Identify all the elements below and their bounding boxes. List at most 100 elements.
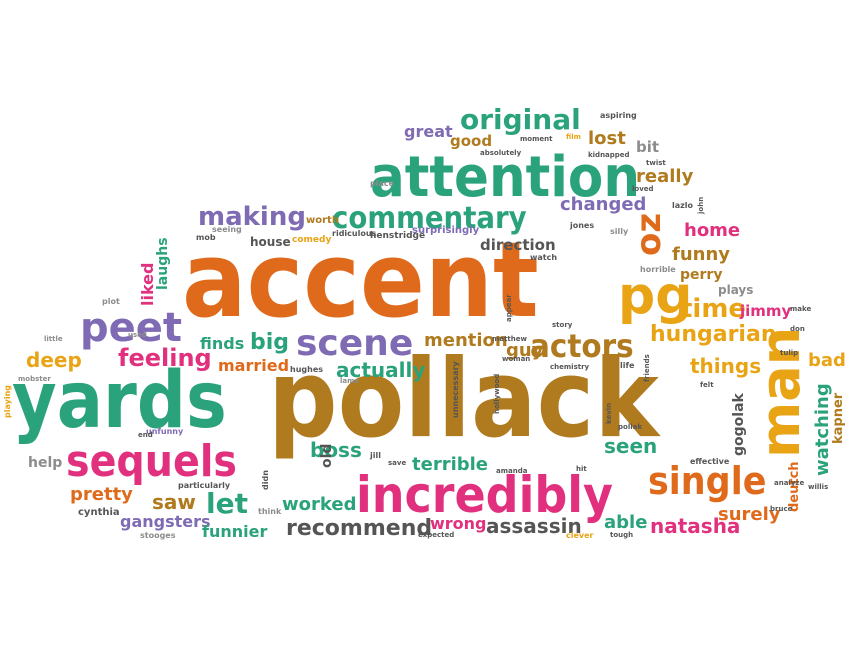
word-laughs: laughs <box>155 237 171 290</box>
word-pollack: pollack <box>268 337 659 462</box>
word-save: save <box>388 459 407 467</box>
word-woman: woman <box>502 355 531 363</box>
word-actors: actors <box>530 327 634 365</box>
word-seeing: seeing <box>212 225 242 234</box>
word-bit: bit <box>636 138 660 156</box>
word-john: john <box>697 196 705 214</box>
word-laszlo: lazlo <box>672 201 694 210</box>
word-peet: peet <box>80 305 183 351</box>
word-particularly: particularly <box>178 481 231 490</box>
word-don: don <box>790 325 805 333</box>
word-unfunny: unfunny <box>146 427 184 436</box>
word-pretty: pretty <box>70 484 133 505</box>
word-silly: silly <box>610 227 629 236</box>
word-chemistry: chemistry <box>550 363 590 371</box>
word-jill: jill <box>370 451 381 460</box>
word-comedy: comedy <box>292 235 332 245</box>
word-lost: lost <box>588 128 626 149</box>
word-direction: direction <box>480 236 556 254</box>
word-willis: willis <box>808 483 829 491</box>
word-perry: perry <box>680 267 723 283</box>
word-good: good <box>450 132 493 150</box>
word-tulip: tulip <box>780 349 799 357</box>
word-used: used <box>128 331 147 339</box>
word-pg: pg <box>618 266 693 326</box>
word-yards: yards <box>12 356 227 446</box>
word-able: able <box>604 512 648 533</box>
word-little: little <box>44 335 63 343</box>
word-liked: liked <box>138 262 157 306</box>
word-surprisingly: surprisingly <box>412 225 480 236</box>
word-bad: bad <box>808 350 846 371</box>
word-think: think <box>258 507 282 516</box>
word-cynthia: cynthia <box>78 507 120 518</box>
word-henstridge: henstridge <box>370 231 426 241</box>
word-effective: effective <box>690 457 730 466</box>
word-married: married <box>218 356 290 375</box>
word-house: house <box>250 235 291 249</box>
word-hughes: hughes <box>290 365 323 374</box>
word-old: old <box>319 443 335 468</box>
word-mobster: mobster <box>18 375 51 383</box>
word-kapner: kapner <box>831 392 846 444</box>
word-jones: jones <box>570 221 595 230</box>
word-felt: felt <box>700 381 714 389</box>
word-gogolak: gogolak <box>731 393 747 456</box>
word-recommend: recommend <box>286 516 433 541</box>
word-watch: watch <box>530 253 558 262</box>
word-boss: boss <box>310 438 362 462</box>
word-attention: attention <box>370 145 641 210</box>
word-help: help <box>28 455 63 471</box>
word-playing: playing <box>3 385 12 418</box>
word-life: life <box>620 361 635 370</box>
word-things: things <box>690 354 762 378</box>
word-big: big <box>250 330 290 355</box>
word-natasha: natasha <box>650 514 741 538</box>
word-hungarian: hungarian <box>650 322 777 347</box>
word-wrong: wrong <box>430 514 487 533</box>
word-film: film <box>566 133 581 141</box>
word-making: making <box>198 202 306 232</box>
word-make: make <box>790 305 812 313</box>
word-plays: plays <box>718 283 754 297</box>
word-surely: surely <box>718 504 781 525</box>
word-lame: lame <box>340 377 360 385</box>
word-absolutely: absolutely <box>480 149 522 157</box>
word-appear: appear <box>505 294 513 322</box>
word-funny: funny <box>672 244 731 265</box>
word-great: great <box>404 122 453 141</box>
word-moment: moment <box>520 135 553 143</box>
word-single: single <box>648 459 767 503</box>
word-analyze: analyze <box>774 479 805 487</box>
word-story: story <box>552 321 573 329</box>
word-finds: finds <box>200 334 245 353</box>
word-assassin: assassin <box>486 514 582 538</box>
word-twist: twist <box>646 159 666 167</box>
word-worked: worked <box>282 494 357 515</box>
word-worth: worth <box>306 215 339 226</box>
word-mob: mob <box>196 233 216 242</box>
word-scene: scene <box>296 323 414 364</box>
word-commentary: commentary <box>332 201 527 236</box>
word-friends: friends <box>643 354 651 382</box>
word-plot: plot <box>102 297 120 306</box>
word-time: time <box>680 294 747 324</box>
word-really: really <box>636 166 694 187</box>
word-jimmy: jimmy <box>740 302 792 320</box>
word-deep: deep <box>26 348 82 372</box>
word-incredibly: incredibly <box>356 466 614 524</box>
word-end: end <box>138 431 153 439</box>
word-bruce: bruce <box>770 505 793 513</box>
word-ridiculous: ridiculous <box>332 229 377 238</box>
word-seen: seen <box>604 434 658 458</box>
word-clever: clever <box>566 531 594 540</box>
word-original: original <box>460 103 581 136</box>
word-aspiring: aspiring <box>600 111 637 120</box>
word-place: place <box>370 179 395 188</box>
word-loved: loved <box>632 185 654 193</box>
word-watching: watching <box>812 383 833 476</box>
word-kidnapped: kidnapped <box>588 151 630 159</box>
word-hollywood: hollywood <box>493 373 501 414</box>
word-feeling: feeling <box>118 344 212 372</box>
